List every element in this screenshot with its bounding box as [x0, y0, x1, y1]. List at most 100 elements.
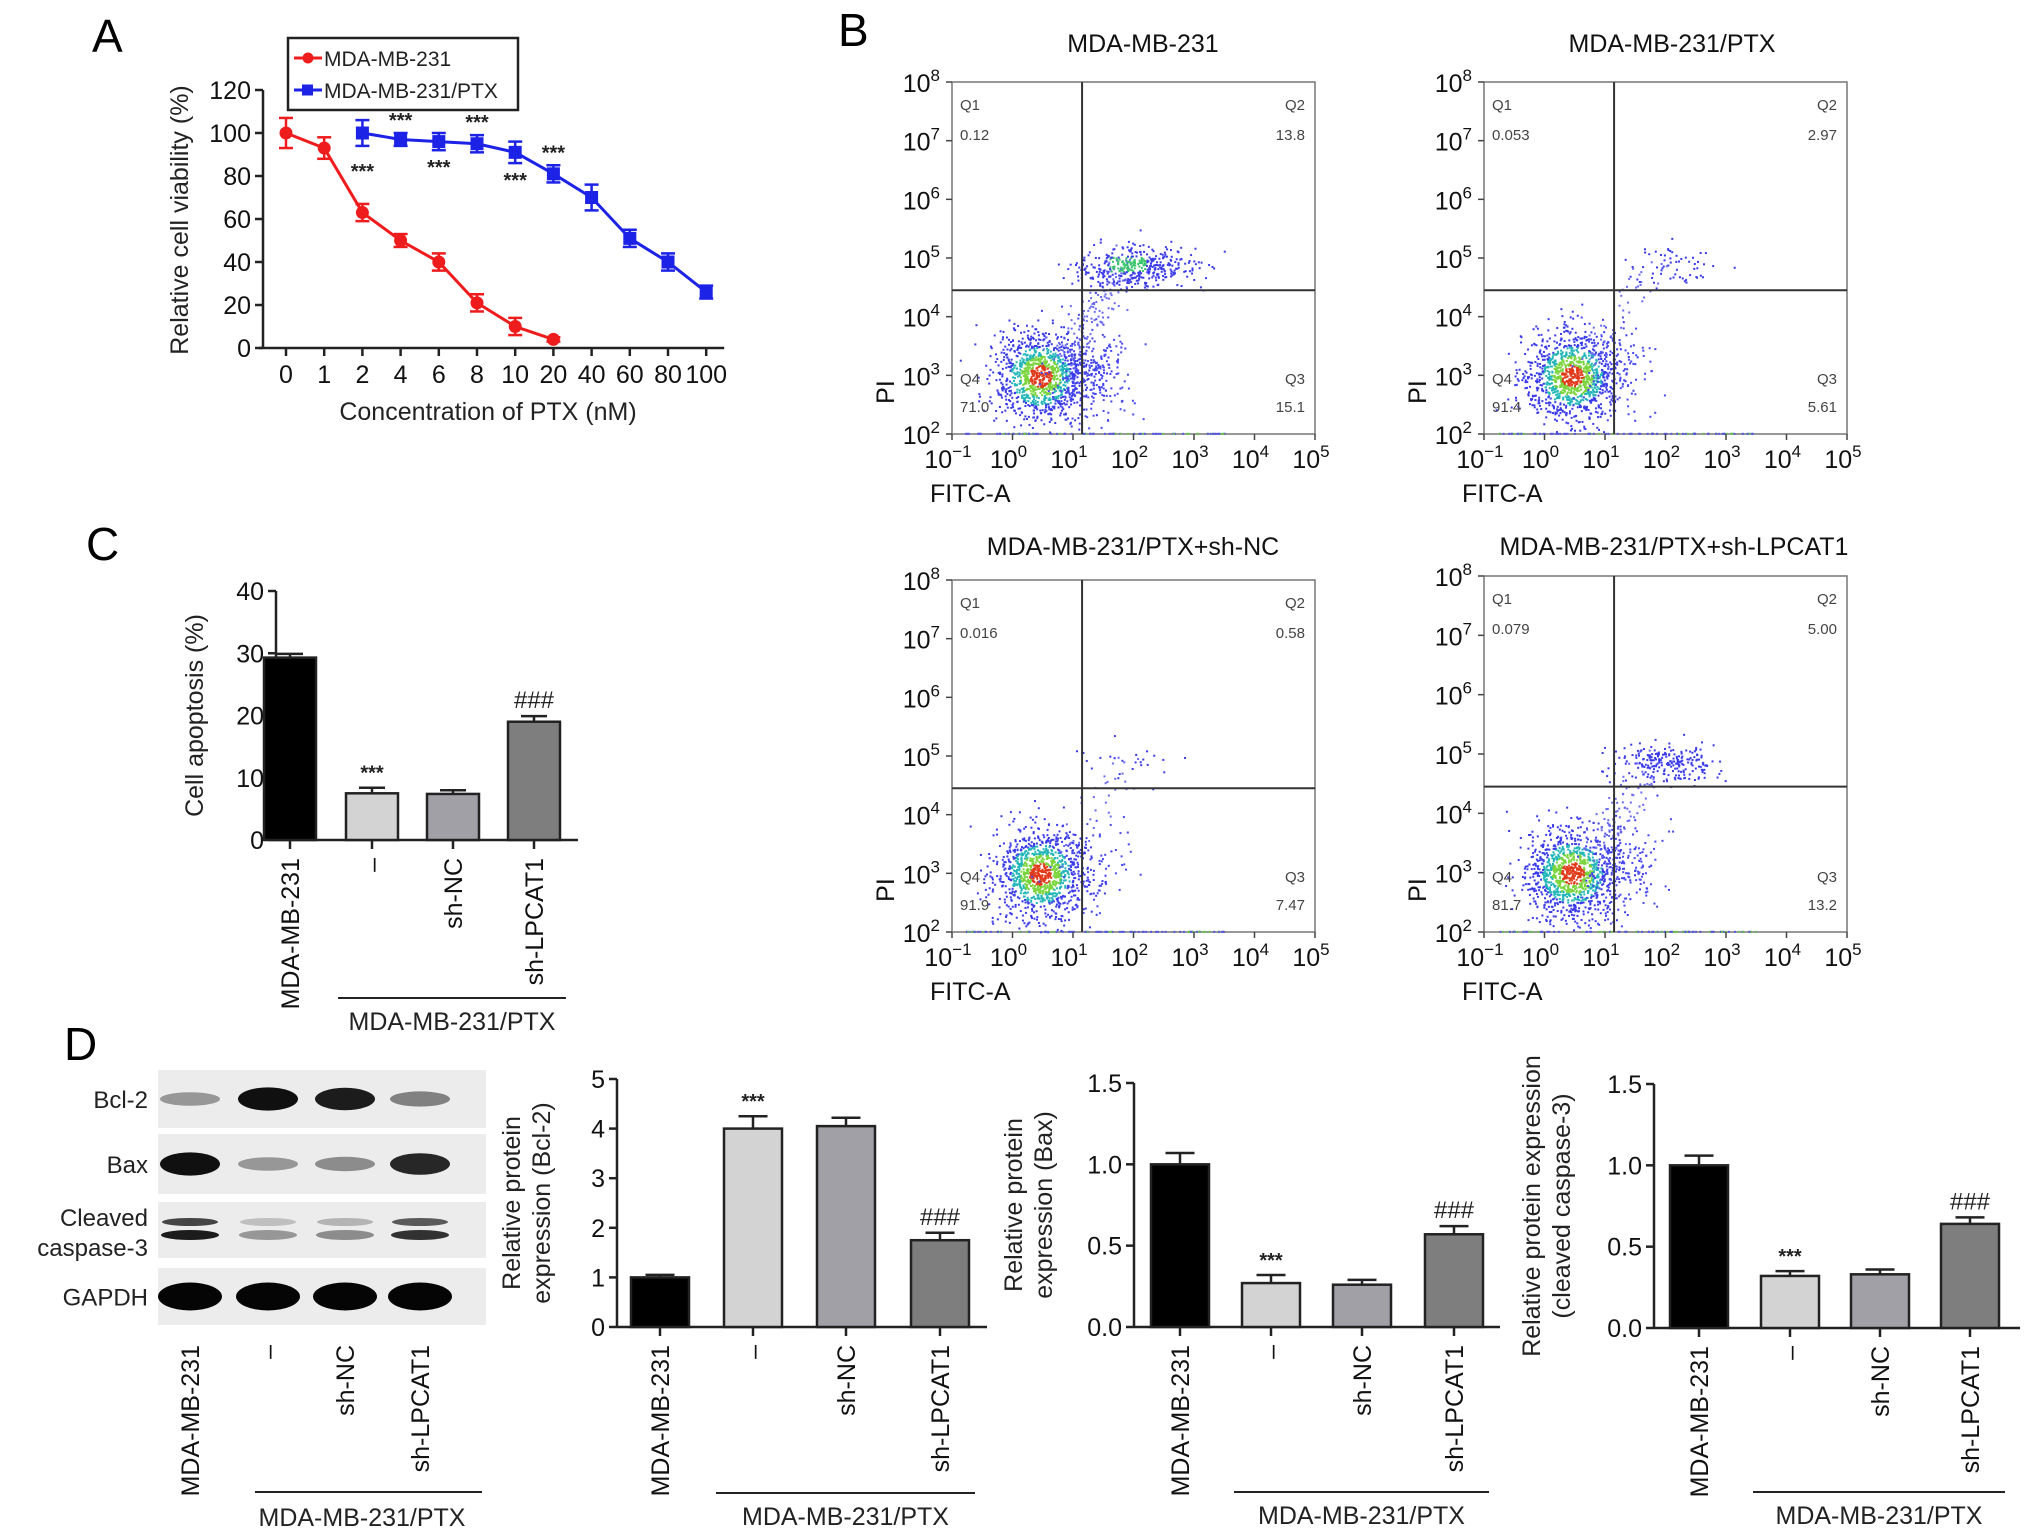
event-dot	[1592, 345, 1595, 348]
event-dot	[1050, 862, 1053, 865]
event-dot	[1018, 346, 1021, 349]
event-dot	[1061, 930, 1064, 933]
event-dot	[1132, 271, 1135, 274]
event-dot	[996, 918, 999, 921]
event-dot	[1032, 832, 1035, 835]
event-dot	[1021, 900, 1024, 903]
event-dot	[1556, 369, 1559, 372]
event-dot	[1065, 356, 1068, 359]
event-dot	[1071, 391, 1074, 394]
event-dot	[1059, 902, 1062, 905]
event-dot	[1577, 403, 1580, 406]
event-dot	[991, 916, 994, 919]
event-dot	[1173, 269, 1176, 272]
event-dot	[1014, 840, 1017, 843]
event-dot	[1079, 413, 1082, 416]
event-dot	[1029, 356, 1032, 359]
event-dot	[1603, 324, 1606, 327]
event-dot	[1111, 260, 1114, 263]
x-tick-label: 103	[1171, 442, 1208, 474]
event-dot	[1007, 358, 1010, 361]
event-dot	[1655, 266, 1658, 269]
event-dot	[1054, 880, 1057, 883]
event-dot	[1563, 326, 1566, 329]
event-dot	[1013, 857, 1016, 860]
event-dot	[1042, 360, 1045, 363]
event-dot	[1632, 267, 1635, 270]
event-dot	[1575, 364, 1578, 367]
event-dot	[1529, 367, 1532, 370]
event-dot	[1071, 374, 1074, 377]
event-dot	[1723, 432, 1726, 435]
event-dot	[1031, 863, 1034, 866]
event-dot	[1588, 416, 1591, 419]
event-dot	[1620, 360, 1623, 363]
event-dot	[1548, 362, 1551, 365]
event-dot	[1125, 290, 1128, 293]
event-dot	[1043, 864, 1046, 867]
event-dot	[1556, 397, 1559, 400]
event-dot	[1020, 387, 1023, 390]
event-dot	[1549, 397, 1552, 400]
event-dot	[1570, 357, 1573, 360]
event-dot	[1018, 374, 1021, 377]
event-dot	[1094, 379, 1097, 382]
event-dot	[1038, 897, 1041, 900]
event-dot	[1111, 762, 1114, 765]
event-dot	[1084, 273, 1087, 276]
event-dot	[1078, 371, 1081, 374]
exponent: 3	[931, 857, 940, 876]
event-dot	[1033, 389, 1036, 392]
event-dot	[1025, 911, 1028, 914]
event-dot	[1056, 833, 1059, 836]
event-dot	[1559, 378, 1562, 381]
event-dot	[1152, 788, 1155, 791]
event-dot	[1045, 410, 1048, 413]
event-dot	[1616, 363, 1619, 366]
event-dot	[1556, 327, 1559, 330]
event-dot	[1145, 264, 1148, 267]
x-axis-title: FITC-A	[930, 480, 1011, 508]
event-dot	[1053, 347, 1056, 350]
event-dot	[1660, 269, 1663, 272]
event-dot	[1576, 382, 1579, 385]
event-dot	[1024, 862, 1027, 865]
event-dot	[1009, 907, 1012, 910]
event-dot	[1129, 850, 1132, 853]
event-dot	[1656, 432, 1659, 435]
event-dot	[1072, 390, 1075, 393]
event-dot	[996, 833, 999, 836]
event-dot	[1118, 888, 1121, 891]
quadrant-value-q4: 91.9	[960, 897, 989, 914]
event-dot	[1019, 380, 1022, 383]
event-dot	[1028, 405, 1031, 408]
event-dot	[1146, 763, 1149, 766]
event-dot	[1565, 370, 1568, 373]
event-dot	[1073, 342, 1076, 345]
event-dot	[1126, 279, 1129, 282]
event-dot	[1031, 368, 1034, 371]
event-dot	[1648, 253, 1651, 256]
event-dot	[1154, 263, 1157, 266]
event-dot	[1093, 303, 1096, 306]
event-dot	[1595, 351, 1598, 354]
event-dot	[1549, 360, 1552, 363]
event-dot	[1551, 357, 1554, 360]
event-dot	[1588, 334, 1591, 337]
event-dot	[1034, 392, 1037, 395]
event-dot	[1090, 402, 1093, 405]
event-dot	[1061, 403, 1064, 406]
event-dot	[1046, 373, 1049, 376]
event-dot	[1054, 876, 1057, 879]
event-dot	[1050, 909, 1053, 912]
event-dot	[1140, 262, 1143, 265]
event-dot	[1014, 903, 1017, 906]
event-dot	[1076, 897, 1079, 900]
event-dot	[1675, 254, 1678, 257]
event-dot	[1029, 874, 1032, 877]
event-dot	[1566, 347, 1569, 350]
event-dot	[1044, 390, 1047, 393]
event-dot	[1018, 853, 1021, 856]
event-dot	[1539, 349, 1542, 352]
event-dot	[1028, 837, 1031, 840]
